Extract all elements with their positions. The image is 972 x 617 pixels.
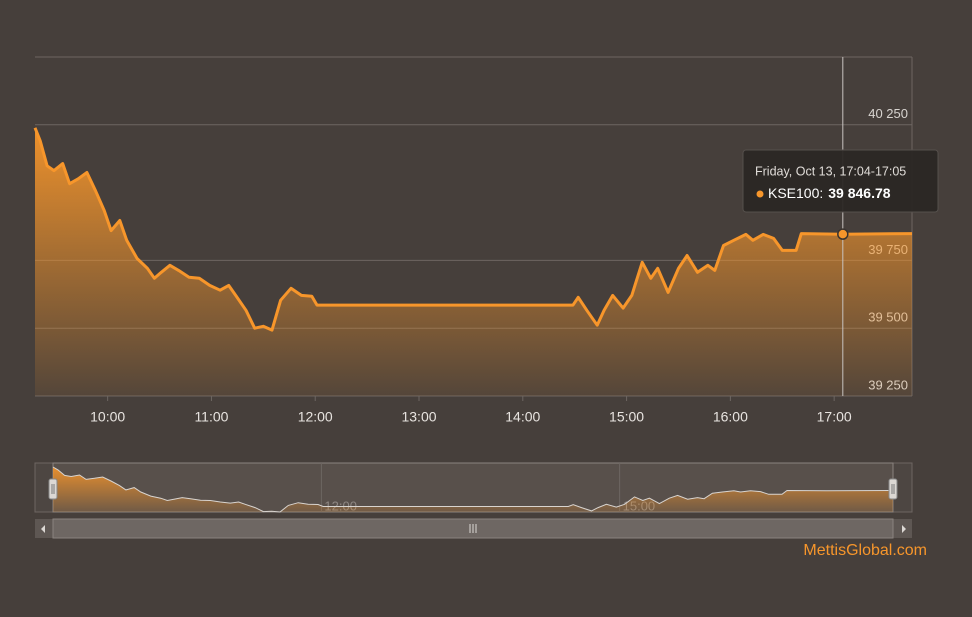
scroll-left-arrow — [41, 525, 45, 533]
hover-point — [837, 228, 849, 240]
tooltip-series: KSE100: — [768, 185, 823, 201]
y-tick-label: 40 250 — [868, 106, 908, 121]
navigator-area — [53, 467, 893, 512]
navigator-handle[interactable] — [48, 478, 58, 500]
x-tick-label: 10:00 — [90, 409, 125, 425]
x-tick-label: 15:00 — [609, 409, 644, 425]
tooltip-box — [742, 149, 939, 213]
x-tick-label: 14:00 — [505, 409, 540, 425]
x-tick-label: 12:00 — [298, 409, 333, 425]
watermark: MettisGlobal.com — [803, 542, 927, 559]
tooltip-title: Friday, Oct 13, 17:04-17:05 — [755, 164, 906, 178]
tooltip-marker — [756, 190, 764, 198]
tooltip-value: 39 846.78 — [828, 185, 890, 201]
x-tick-label: 16:00 — [713, 409, 748, 425]
scroll-right-arrow — [902, 525, 906, 533]
navigator-handle[interactable] — [888, 478, 898, 500]
x-tick-label: 13:00 — [401, 409, 436, 425]
navigator-line — [52, 466, 894, 513]
x-tick-label: 17:00 — [817, 409, 852, 425]
tooltip-name: KSE100: 39 846.78 — [768, 185, 891, 201]
line — [33, 127, 913, 332]
x-tick-label: 11:00 — [194, 409, 228, 425]
